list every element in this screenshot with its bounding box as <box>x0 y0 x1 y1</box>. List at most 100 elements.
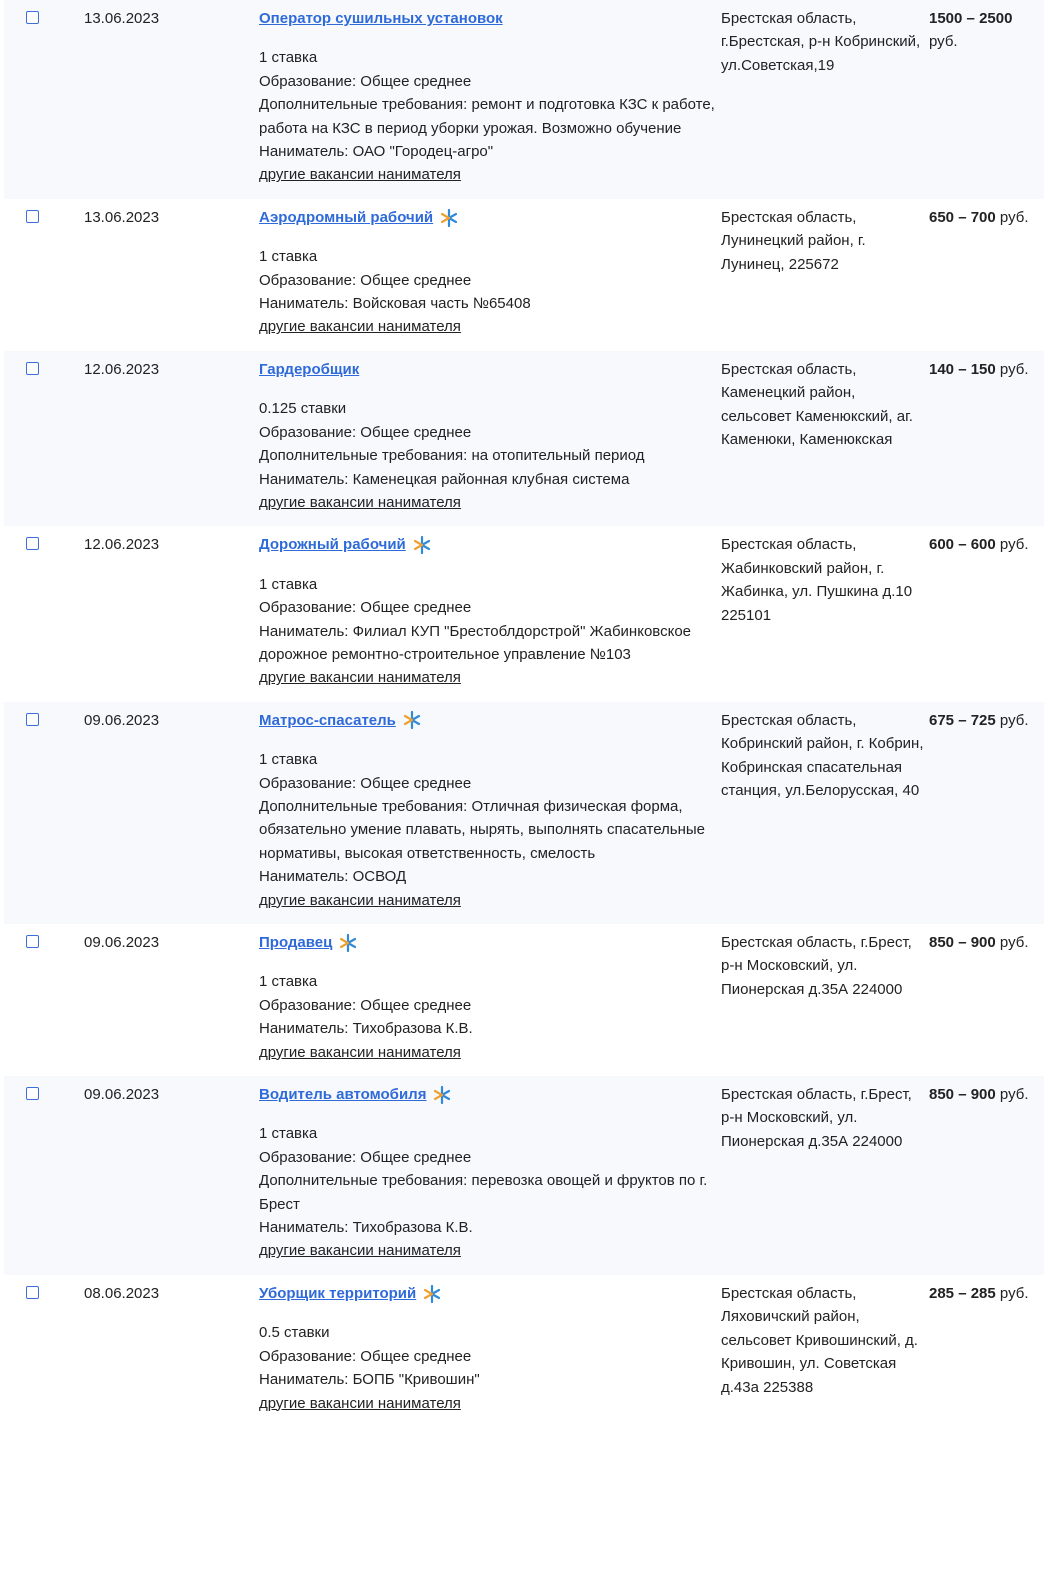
vacancy-detail: 1 ставка <box>259 248 318 266</box>
vacancy-row: 08.06.2023 Уборщик территорий 0.5 ставки… <box>4 1275 1044 1427</box>
vacancy-salary: 140 – 150 руб. <box>929 360 1029 378</box>
vacancy-row: 09.06.2023 Матрос-спасатель 1 ставка Обра… <box>4 701 1044 924</box>
select-checkbox[interactable] <box>26 1087 39 1101</box>
vacancy-date: 13.06.2023 <box>84 208 160 226</box>
vacancy-detail: Дополнительные требования: на отопительн… <box>259 447 645 465</box>
vacancy-detail: 1 ставка <box>259 751 318 769</box>
vacancy-salary: 850 – 900 руб. <box>929 934 1029 951</box>
salary-from: 675 <box>929 711 955 729</box>
star-icon <box>412 535 432 555</box>
other-vacancies-link[interactable]: другие вакансии нанимателя <box>259 891 461 909</box>
vacancy-detail: 1 ставка <box>259 1125 318 1143</box>
currency: руб. <box>999 1284 1029 1302</box>
vacancy-row: 13.06.2023 Оператор сушильных установок … <box>4 0 1044 199</box>
currency: руб. <box>929 33 958 51</box>
currency: руб. <box>999 934 1029 951</box>
select-checkbox[interactable] <box>26 361 39 375</box>
other-vacancies-link[interactable]: другие вакансии нанимателя <box>259 493 461 511</box>
vacancy-title-link[interactable]: Водитель автомобиля <box>259 1086 427 1104</box>
vacancy-salary: 285 – 285 руб. <box>929 1284 1029 1302</box>
vacancy-address: Брестская область, Каменецкий район, сел… <box>721 360 913 449</box>
other-vacancies-link[interactable]: другие вакансии нанимателя <box>259 1242 461 1260</box>
vacancy-detail: 0.125 ставки <box>259 400 347 418</box>
select-checkbox[interactable] <box>26 1285 39 1299</box>
vacancy-detail: Дополнительные требования: перевозка ово… <box>259 1172 708 1213</box>
other-vacancies-link[interactable]: другие вакансии нанимателя <box>259 669 461 687</box>
vacancy-detail: Наниматель: Тихобразова К.В. <box>259 1020 473 1038</box>
star-icon <box>422 1284 442 1304</box>
other-vacancies-link[interactable]: другие вакансии нанимателя <box>259 1043 461 1061</box>
salary-from: 140 <box>929 360 955 378</box>
currency: руб. <box>999 1086 1029 1104</box>
vacancy-detail: Наниматель: Тихобразова К.В. <box>259 1219 473 1237</box>
vacancy-salary: 600 – 600 руб. <box>929 536 1029 554</box>
salary-from: 600 <box>929 536 955 554</box>
vacancy-detail: Наниматель: ОАО "Городец-агро" <box>259 143 494 161</box>
vacancy-row: 09.06.2023 Водитель автомобиля 1 ставка О… <box>4 1076 1044 1275</box>
star-icon <box>402 710 422 730</box>
vacancy-salary: 1500 – 2500 руб. <box>929 10 1013 51</box>
vacancy-title-link[interactable]: Матрос-спасатель <box>259 711 396 729</box>
select-checkbox[interactable] <box>26 935 39 948</box>
vacancy-date: 12.06.2023 <box>84 360 160 378</box>
other-vacancies-link[interactable]: другие вакансии нанимателя <box>259 166 461 184</box>
vacancy-detail: Образование: Общее среднее <box>259 774 472 792</box>
select-checkbox[interactable] <box>26 11 39 24</box>
star-icon <box>338 933 358 953</box>
vacancy-date: 09.06.2023 <box>84 1086 160 1104</box>
vacancy-detail: Образование: Общее среднее <box>259 423 472 441</box>
vacancy-detail: 0.5 ставки <box>259 1324 330 1342</box>
vacancy-detail: Наниматель: ОСВОД <box>259 868 407 886</box>
vacancy-title-link[interactable]: Продавец <box>259 934 333 951</box>
salary-from: 1500 <box>929 10 963 27</box>
vacancy-list: 13.06.2023 Оператор сушильных установок … <box>4 0 1044 1427</box>
salary-to: 600 <box>970 536 996 554</box>
salary-to: 900 <box>970 1086 996 1104</box>
select-checkbox[interactable] <box>26 712 39 726</box>
vacancy-title-link[interactable]: Гардеробщик <box>259 360 360 378</box>
vacancy-title-link[interactable]: Дорожный рабочий <box>259 536 406 554</box>
vacancy-title-link[interactable]: Аэродромный рабочий <box>259 208 434 226</box>
vacancy-address: Брестская область, г.Брест, р-н Московск… <box>721 1086 912 1150</box>
select-checkbox[interactable] <box>26 537 39 551</box>
salary-to: 285 <box>970 1284 996 1302</box>
salary-to: 150 <box>970 360 996 378</box>
vacancy-detail: Образование: Общее среднее <box>259 1148 472 1166</box>
vacancy-detail: Образование: Общее среднее <box>259 599 472 617</box>
vacancy-address: Брестская область, Жабинковский район, г… <box>721 536 913 624</box>
vacancy-row: 13.06.2023 Аэродромный рабочий 1 ставка О… <box>4 199 1044 351</box>
vacancy-detail: 1 ставка <box>259 973 318 991</box>
vacancy-detail: Наниматель: Каменецкая районная клубная … <box>259 470 630 488</box>
currency: руб. <box>999 208 1029 226</box>
select-checkbox[interactable] <box>26 209 39 223</box>
vacancy-detail: Дополнительные требования: Отличная физи… <box>259 797 706 862</box>
vacancy-address: Брестская область, г.Брест, р-н Московск… <box>721 934 912 998</box>
vacancy-date: 12.06.2023 <box>84 536 160 554</box>
vacancy-title-link[interactable]: Оператор сушильных установок <box>259 10 503 27</box>
vacancy-salary: 675 – 725 руб. <box>929 711 1029 729</box>
vacancy-title-link[interactable]: Уборщик территорий <box>259 1284 417 1302</box>
vacancy-row: 12.06.2023 Дорожный рабочий 1 ставка Обра… <box>4 526 1044 701</box>
vacancy-detail: 1 ставка <box>259 575 318 593</box>
vacancy-detail: Образование: Общее среднее <box>259 1347 472 1365</box>
vacancy-row: 12.06.2023 Гардеробщик 0.125 ставки Образ… <box>4 350 1044 527</box>
vacancy-salary: 650 – 700 руб. <box>929 208 1029 226</box>
vacancy-detail: Образование: Общее среднее <box>259 996 472 1014</box>
other-vacancies-link[interactable]: другие вакансии нанимателя <box>259 1394 461 1412</box>
currency: руб. <box>999 360 1029 378</box>
vacancy-date: 13.06.2023 <box>84 10 160 27</box>
vacancy-detail: Образование: Общее среднее <box>259 271 472 289</box>
vacancy-detail: Наниматель: БОПБ "Кривошин" <box>259 1371 480 1389</box>
vacancy-address: Брестская область, Ляховичский район, се… <box>721 1284 918 1396</box>
star-icon <box>432 1085 452 1105</box>
salary-from: 850 <box>929 934 955 951</box>
star-icon <box>439 208 459 228</box>
other-vacancies-link[interactable]: другие вакансии нанимателя <box>259 318 461 336</box>
vacancy-detail: Дополнительные требования: ремонт и подг… <box>259 96 715 137</box>
vacancy-address: Брестская область, г.Брестская, р-н Кобр… <box>721 10 921 74</box>
salary-to: 2500 <box>979 10 1013 27</box>
vacancy-address: Брестская область, Кобринский район, г. … <box>721 711 924 799</box>
salary-from: 850 <box>929 1086 955 1104</box>
currency: руб. <box>999 711 1029 729</box>
vacancy-date: 09.06.2023 <box>84 934 160 951</box>
